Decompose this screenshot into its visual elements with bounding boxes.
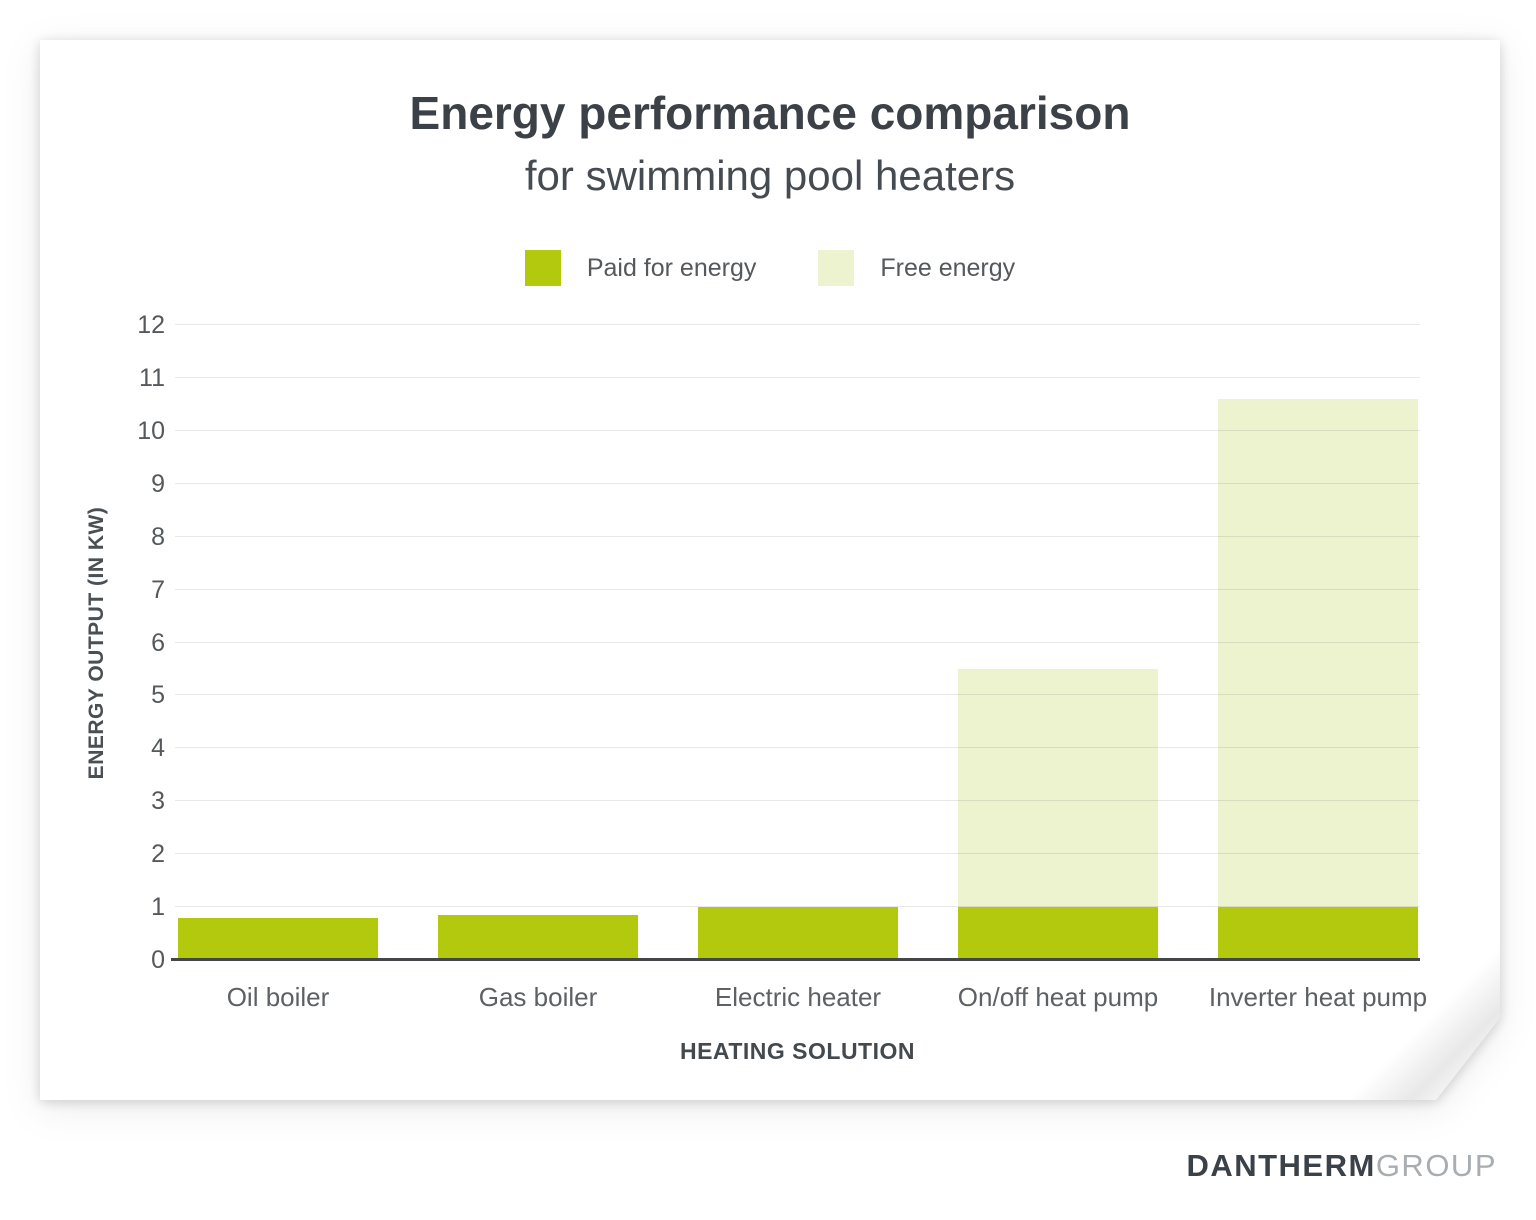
legend-item-free-energy: Free energy xyxy=(818,250,1015,286)
x-axis-title: HEATING SOLUTION xyxy=(679,1038,915,1064)
y-tick-label-1: 1 xyxy=(151,893,165,922)
bar-segment-paid-for-energy xyxy=(438,915,638,960)
bar-electric-heater xyxy=(698,907,898,960)
y-tick-label-9: 9 xyxy=(151,469,165,498)
category-label-on-off-heat-pump: On/off heat pump xyxy=(957,982,1159,1012)
gridline-y9 xyxy=(175,483,1420,484)
legend: Paid for energy Free energy xyxy=(40,250,1500,286)
bar-gas-boiler xyxy=(438,915,638,960)
infographic-card: Energy performance comparison for swimmi… xyxy=(40,40,1500,1100)
bar-segment-paid-for-energy xyxy=(698,907,898,960)
chart-title: Energy performance comparison xyxy=(409,87,1131,139)
y-tick-label-5: 5 xyxy=(151,681,165,710)
bar-inverter-heat-pump xyxy=(1218,399,1418,960)
category-label-inverter-heat-pump: Inverter heat pump xyxy=(1208,982,1428,1012)
y-tick-label-4: 4 xyxy=(151,734,165,763)
legend-label: Free energy xyxy=(880,253,1016,282)
y-tick-label-12: 12 xyxy=(137,311,165,339)
gridline-y3 xyxy=(175,800,1420,801)
legend-swatch-icon xyxy=(525,250,561,286)
legend-swatch-icon xyxy=(818,250,854,286)
y-tick-label-11: 11 xyxy=(139,363,165,392)
bar-segment-paid-for-energy xyxy=(1218,907,1418,960)
logo-text-secondary: GROUP xyxy=(1375,1148,1497,1183)
gridline-y4 xyxy=(175,747,1420,748)
category-label-gas-boiler: Gas boiler xyxy=(478,982,598,1012)
category-label-oil-boiler: Oil boiler xyxy=(226,982,330,1012)
gridline-y1 xyxy=(175,906,1420,907)
gridline-y7 xyxy=(175,589,1420,590)
legend-item-paid-for-energy: Paid for energy xyxy=(525,250,757,286)
gridline-y8 xyxy=(175,536,1420,537)
bar-on-off-heat-pump xyxy=(958,669,1158,960)
bar-segment-free-energy xyxy=(1218,399,1418,907)
gridline-y5 xyxy=(175,694,1420,695)
bar-oil-boiler xyxy=(178,918,378,960)
gridline-y11 xyxy=(175,377,1420,378)
y-tick-label-0: 0 xyxy=(151,946,165,974)
chart-subtitle: for swimming pool heaters xyxy=(524,152,1016,199)
y-tick-label-3: 3 xyxy=(151,787,165,816)
category-label-electric-heater: Electric heater xyxy=(714,982,882,1012)
gridline-y2 xyxy=(175,853,1420,854)
dantherm-group-logo: DANTHERMGROUP xyxy=(1186,1148,1497,1184)
y-tick-label-8: 8 xyxy=(151,522,165,551)
logo-text-primary: DANTHERM xyxy=(1186,1148,1376,1183)
infographic-card-wrap: Energy performance comparison for swimmi… xyxy=(40,40,1500,1100)
y-tick-label-10: 10 xyxy=(137,416,165,445)
chart-plot-area: ENERGY OUTPUT (IN KW) 0 1 2 3 4 5 6 7 8 9 10 11 12 Oi… xyxy=(175,325,1420,960)
gridline-y10 xyxy=(175,430,1420,431)
y-tick-label-6: 6 xyxy=(151,628,165,657)
legend-label: Paid for energy xyxy=(586,253,757,282)
y-tick-label-2: 2 xyxy=(151,840,165,869)
bar-segment-free-energy xyxy=(958,669,1158,907)
y-tick-label-7: 7 xyxy=(151,575,165,604)
gridline-y6 xyxy=(175,642,1420,643)
x-axis-line xyxy=(171,958,1420,961)
bar-segment-paid-for-energy xyxy=(958,907,1158,960)
gridline-y12 xyxy=(175,324,1420,325)
bar-segment-paid-for-energy xyxy=(178,918,378,960)
